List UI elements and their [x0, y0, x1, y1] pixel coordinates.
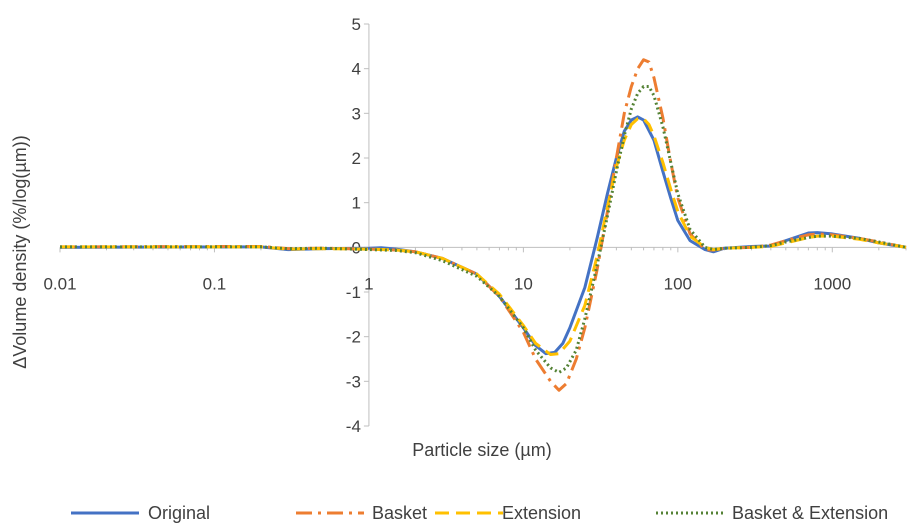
y-tick-label: 2 [351, 149, 360, 168]
y-tick-label: 3 [351, 104, 360, 123]
y-tick-label: 5 [351, 15, 360, 34]
y-tick-label: -2 [346, 328, 361, 347]
x-tick-label: 0.1 [203, 274, 227, 293]
y-tick-label: -3 [346, 372, 361, 391]
series-line-1 [59, 115, 907, 356]
x-tick-label: 100 [664, 274, 692, 293]
y-tick-label: 1 [351, 194, 360, 213]
legend-label-1: Original [148, 503, 210, 523]
series-line-3 [60, 117, 907, 357]
y-tick-label: 4 [351, 60, 360, 79]
series-line-2 [59, 58, 907, 392]
y-axis-title: ΔVolume density (%/log(µm)) [10, 135, 30, 368]
x-tick-label: 0.01 [43, 274, 76, 293]
legend-label-2: Basket [372, 503, 427, 523]
series-line-4 [60, 85, 907, 374]
legend: Original Basket Extension Basket & Extensio… [71, 503, 888, 523]
x-tick-label: 1 [364, 274, 373, 293]
x-axis-title: Particle size (µm) [412, 440, 551, 460]
x-tick-label: 1000 [813, 274, 851, 293]
series-layer [59, 58, 907, 392]
legend-label-3: Extension [502, 503, 581, 523]
y-tick-label: -1 [346, 283, 361, 302]
x-tick-label: 10 [514, 274, 533, 293]
y-tick-label: -4 [346, 417, 361, 436]
legend-label-4: Basket & Extension [732, 503, 888, 523]
